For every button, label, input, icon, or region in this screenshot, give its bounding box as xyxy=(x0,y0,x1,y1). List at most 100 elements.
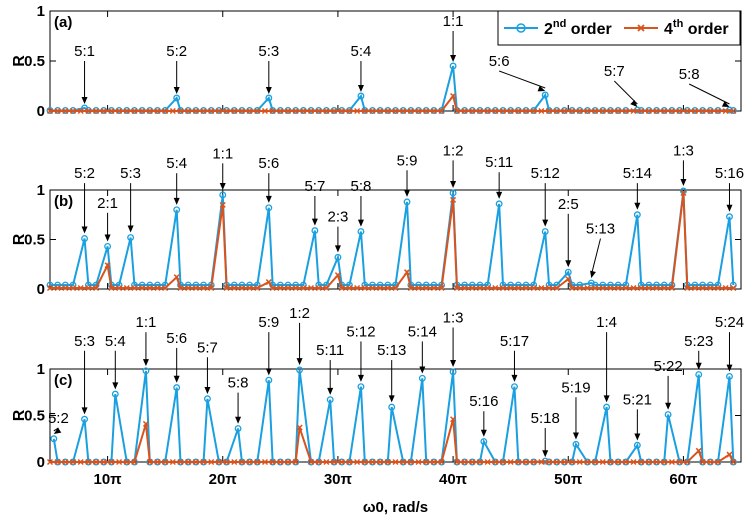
series-4th-order-point xyxy=(726,451,733,458)
series-4th-order-point xyxy=(223,107,230,115)
series-4th-order-point xyxy=(592,284,599,292)
resonance-label: 5:23 xyxy=(684,333,713,350)
series-4th-order-point xyxy=(146,284,153,292)
series-4th-order-line xyxy=(50,192,734,290)
legend: 2nd order 4th order xyxy=(497,10,741,46)
series-4th-order-point xyxy=(538,284,545,292)
resonance-label: 5:12 xyxy=(346,323,375,340)
series-4th-order-point xyxy=(346,107,353,115)
series-4th-order-point xyxy=(238,458,245,466)
series-4th-order-point xyxy=(323,458,330,466)
series-4th-order-point xyxy=(476,284,483,292)
series-4th-order-point xyxy=(284,284,292,292)
series-4th-order-point xyxy=(430,458,437,466)
series-4th-order-point xyxy=(714,284,721,292)
annotation-arrowhead xyxy=(419,366,426,374)
series-4th-order-point xyxy=(430,284,437,292)
resonance-label: 5:12 xyxy=(531,165,560,182)
series-4th-order-point xyxy=(407,458,414,466)
series-4th-order-point xyxy=(208,284,215,292)
series-4th-order-point xyxy=(162,107,169,115)
annotation-arrowhead xyxy=(265,195,272,203)
series-4th-order-point xyxy=(661,284,668,292)
resonance-label: 2:1 xyxy=(97,195,118,212)
series-4th-order-point xyxy=(561,458,568,466)
series-4th-order-point xyxy=(261,458,269,466)
series-4th-order-point xyxy=(300,284,307,292)
series-4th-order-point xyxy=(592,107,599,115)
series-4th-order-point xyxy=(369,284,376,292)
series-4th-order-point xyxy=(116,284,123,292)
series-2nd-order-point xyxy=(265,376,273,384)
series-4th-order-point xyxy=(645,107,652,115)
series-4th-order-point xyxy=(261,107,269,115)
annotation-arrowhead xyxy=(565,260,572,268)
x-tick-label: 10π xyxy=(93,471,122,488)
series-4th-order-point xyxy=(453,107,460,115)
series-4th-order-point xyxy=(584,458,591,466)
series-4th-order-point xyxy=(453,284,460,292)
series-4th-order-point xyxy=(123,458,130,466)
series-4th-order-point xyxy=(215,107,222,115)
series-4th-order-point xyxy=(492,284,499,292)
series-4th-order-point xyxy=(177,458,184,466)
series-2nd-order-point xyxy=(296,366,304,374)
series-4th-order-point xyxy=(77,458,84,466)
series-4th-order-point xyxy=(469,458,476,466)
annotation-arrowhead xyxy=(173,197,180,205)
resonance-label: 5:11 xyxy=(316,342,344,359)
annotation-arrowhead xyxy=(726,364,733,372)
resonance-label: 5:8 xyxy=(679,66,700,83)
series-4th-order-point xyxy=(615,458,622,466)
resonance-label: 5:4 xyxy=(351,43,372,60)
series-4th-order-point xyxy=(630,458,637,466)
series-4th-order-point xyxy=(684,107,691,115)
series-4th-order-point xyxy=(177,284,184,292)
series-4th-order-point xyxy=(131,458,138,466)
series-4th-order-point xyxy=(62,284,69,292)
resonance-label: 5:6 xyxy=(489,53,510,70)
series-4th-order-point xyxy=(507,458,514,466)
series-4th-order-point xyxy=(530,284,537,292)
series-4th-order-point xyxy=(277,284,284,292)
resonance-label: 5:17 xyxy=(500,333,529,350)
series-4th-order-point xyxy=(85,284,92,292)
annotation-arrowhead xyxy=(721,101,730,107)
series-4th-order-point xyxy=(338,107,345,115)
annotation-arrowhead xyxy=(572,432,579,440)
resonance-label: 1:2 xyxy=(443,142,464,159)
panel-a: 0 0.5 1 R (a)5:1 5:2 5:3 5:4 1:1 5:6 5:7 5:8 xyxy=(11,3,742,120)
series-4th-order-point xyxy=(584,284,591,292)
x-tick-label: 60π xyxy=(669,471,698,488)
series-4th-order-point xyxy=(315,458,322,466)
series-4th-order-point xyxy=(638,107,645,115)
series-2nd-order-point xyxy=(127,234,135,241)
series-4th-order-point xyxy=(377,284,384,292)
series-2nd-order-point xyxy=(104,242,112,250)
series-4th-order-point xyxy=(154,284,161,292)
series-4th-order-point xyxy=(576,458,583,466)
series-2nd-order-point xyxy=(729,458,737,466)
series-4th-order-point xyxy=(269,107,276,115)
series-2nd-order-point xyxy=(265,94,273,102)
series-4th-order-point xyxy=(162,284,169,292)
legend-label: 2nd order xyxy=(544,18,612,38)
series-4th-order-point xyxy=(231,284,238,292)
series-4th-order-point xyxy=(546,107,553,115)
series-2nd-order-point xyxy=(334,253,342,261)
resonance-label: 1:2 xyxy=(289,305,310,322)
series-4th-order-point xyxy=(565,276,572,283)
series-4th-order-point xyxy=(246,107,253,115)
series-4th-order-point xyxy=(538,107,545,115)
series-2nd-order-point xyxy=(572,440,580,448)
series-4th-order-point xyxy=(392,284,399,292)
resonance-label: 5:3 xyxy=(120,165,141,182)
series-4th-order-point xyxy=(615,284,622,292)
annotation-arrowhead xyxy=(81,407,88,415)
series-4th-order-point xyxy=(699,107,706,115)
annotation-arrowhead xyxy=(634,433,641,441)
series-4th-order-point xyxy=(116,107,123,115)
series-2nd-order-point xyxy=(173,384,181,392)
resonance-label: 5:13 xyxy=(377,342,406,359)
series-4th-order-point xyxy=(200,107,207,115)
